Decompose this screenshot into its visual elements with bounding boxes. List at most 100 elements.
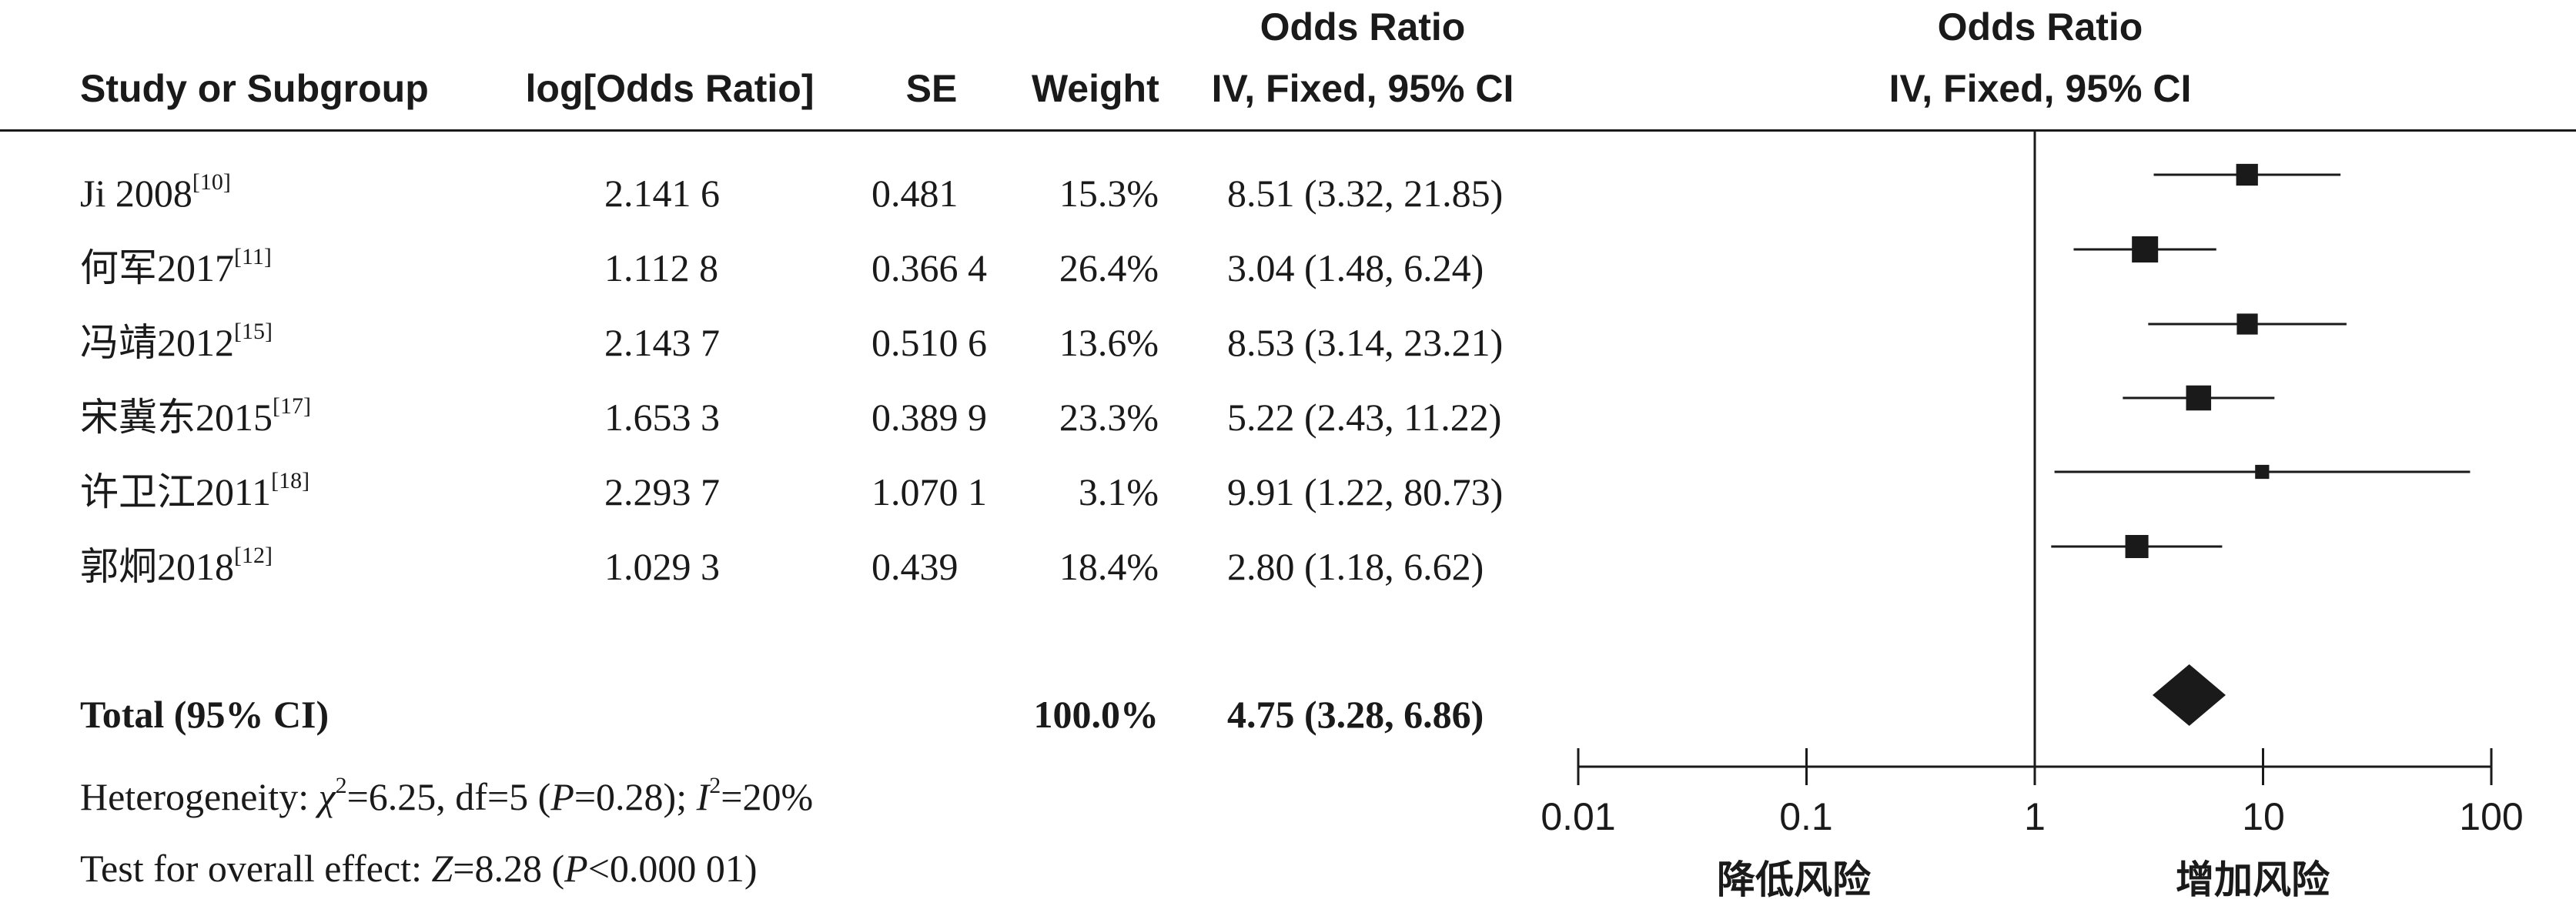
log-odds-ratio-value: 1.029 3 <box>604 547 720 586</box>
study-name: 何军2017[11] <box>80 246 272 289</box>
overall-effect-text: Test for overall effect: Z=8.28 (P<0.000… <box>80 849 758 888</box>
se-value: 0.366 4 <box>871 249 987 287</box>
weight-value-text: 23.3% <box>1059 396 1159 439</box>
axis-tick-label: 10 <box>2242 795 2285 838</box>
se-value-text: 0.366 4 <box>871 246 987 289</box>
weight-value-text: 3.1% <box>1078 470 1159 513</box>
se-value: 0.481 <box>871 174 958 212</box>
se-value: 1.070 1 <box>871 473 987 511</box>
log-odds-ratio-value-text: 1.112 8 <box>604 246 719 289</box>
header-log-odds-ratio: log[Odds Ratio] <box>525 67 815 110</box>
se-value-text: 0.389 9 <box>871 396 987 439</box>
study-name-text: 许卫江2011 <box>80 470 272 513</box>
total-label: Total (95% CI) <box>80 693 330 736</box>
study-name: 郭炯2018[12] <box>80 544 273 588</box>
ci-value: 9.91 (1.22, 80.73) <box>1227 473 1503 511</box>
header-divider <box>0 129 2576 132</box>
ci-value-text: 5.22 (2.43, 11.22) <box>1227 396 1502 439</box>
study-name-text: 何军2017 <box>80 246 234 289</box>
direction-label-left: 降低风险 <box>1717 858 1871 902</box>
study-name: Ji 2008[10] <box>80 171 231 215</box>
reference-superscript: [15] <box>234 319 273 344</box>
ci-value-text: 9.91 (1.22, 80.73) <box>1227 470 1504 513</box>
se-value-text: 0.481 <box>871 172 958 215</box>
log-odds-ratio-value: 1.653 3 <box>604 398 720 436</box>
chi-symbol: χ <box>318 775 336 818</box>
se-value-text: 1.070 1 <box>871 470 987 513</box>
ci-value: 8.53 (3.14, 23.21) <box>1227 323 1503 362</box>
log-odds-ratio-value: 2.143 7 <box>604 323 720 362</box>
se-value: 0.510 6 <box>871 323 987 362</box>
axis-tick-label: 0.1 <box>1779 795 1833 838</box>
study-name-text: 冯靖2012 <box>80 321 234 364</box>
weight-value: 18.4% <box>1001 547 1159 586</box>
overall-prefix: Test for overall effect: <box>80 847 432 890</box>
log-odds-ratio-value-text: 2.143 7 <box>604 321 720 364</box>
point-estimate-square <box>2125 534 2149 559</box>
ci-value-text: 8.51 (3.32, 21.85) <box>1227 172 1504 215</box>
weight-value: 15.3% <box>1001 174 1159 212</box>
axis-tick-label: 0.01 <box>1541 795 1616 838</box>
log-odds-ratio-value-text: 1.653 3 <box>604 396 720 439</box>
study-name-text: 郭炯2018 <box>80 545 234 588</box>
i-squared-symbol: I <box>696 775 710 818</box>
reference-superscript: [10] <box>192 169 231 195</box>
point-estimate-square <box>2132 236 2159 262</box>
direction-label-right: 增加风险 <box>2176 858 2330 902</box>
ci-value: 8.51 (3.32, 21.85) <box>1227 174 1503 212</box>
heterogeneity-text: Heterogeneity: χ2=6.25, df=5 (P=0.28); I… <box>80 774 814 818</box>
point-estimate-square <box>2236 163 2258 186</box>
ci-value: 2.80 (1.18, 6.62) <box>1227 547 1484 586</box>
ci-value-text: 2.80 (1.18, 6.62) <box>1227 545 1484 588</box>
se-value-text: 0.510 6 <box>871 321 987 364</box>
header-se: SE <box>905 67 958 110</box>
se-value: 0.439 <box>871 547 958 586</box>
chi-value: =6.25, df=5 ( <box>346 775 551 818</box>
weight-value: 23.3% <box>1001 398 1159 436</box>
log-odds-ratio-value-text: 2.141 6 <box>604 172 720 215</box>
header-odds-ratio-line2: IV, Fixed, 95% CI <box>1211 67 1514 110</box>
i-squared-value: =20% <box>721 775 814 818</box>
heterogeneity-p-symbol: P <box>550 775 574 818</box>
study-name: 宋冀东2015[17] <box>80 395 311 437</box>
i-squared-superscript: 2 <box>709 773 721 798</box>
header-plot-line1: Odds Ratio <box>1937 5 2143 48</box>
weight-value: 26.4% <box>1001 249 1159 287</box>
header-odds-ratio-line1: Odds Ratio <box>1260 5 1466 48</box>
weight-value-text: 13.6% <box>1059 321 1159 364</box>
overall-p-value: <0.000 01) <box>587 847 758 890</box>
header-study: Study or Subgroup <box>80 67 429 110</box>
axis-tick-label: 100 <box>2459 795 2524 838</box>
log-odds-ratio-value: 2.141 6 <box>604 174 720 212</box>
log-odds-ratio-value: 1.112 8 <box>604 249 718 287</box>
ci-value: 3.04 (1.48, 6.24) <box>1227 249 1484 287</box>
study-name: 许卫江2011[18] <box>80 470 309 513</box>
weight-value: 13.6% <box>1001 323 1159 362</box>
header-weight: Weight <box>1032 67 1159 110</box>
axis-tick-label: 1 <box>2024 795 2046 838</box>
log-odds-ratio-value: 2.293 7 <box>604 473 720 511</box>
pooled-estimate-diamond <box>2152 664 2226 726</box>
ci-value-text: 8.53 (3.14, 23.21) <box>1227 321 1504 364</box>
total-ci: 4.75 (3.28, 6.86) <box>1227 693 1484 736</box>
ci-value: 5.22 (2.43, 11.22) <box>1227 398 1501 436</box>
study-name: 冯靖2012[15] <box>80 320 273 364</box>
weight-value: 3.1% <box>1001 473 1159 511</box>
ci-value-text: 3.04 (1.48, 6.24) <box>1227 246 1484 289</box>
chi-superscript: 2 <box>335 773 347 798</box>
point-estimate-square <box>2236 313 2258 335</box>
z-value: =8.28 ( <box>453 847 565 890</box>
overall-p-symbol: P <box>564 847 588 890</box>
log-odds-ratio-value-text: 1.029 3 <box>604 545 720 588</box>
point-estimate-square <box>2255 464 2270 480</box>
heterogeneity-p-value: =0.28); <box>574 775 697 818</box>
z-symbol: Z <box>431 847 453 890</box>
log-odds-ratio-value-text: 2.293 7 <box>604 470 720 513</box>
total-weight: 100.0% <box>1033 693 1159 736</box>
se-value-text: 0.439 <box>871 545 958 588</box>
study-name-text: Ji 2008 <box>80 172 192 215</box>
se-value: 0.389 9 <box>871 398 987 436</box>
weight-value-text: 18.4% <box>1059 545 1159 588</box>
reference-superscript: [18] <box>271 468 310 493</box>
